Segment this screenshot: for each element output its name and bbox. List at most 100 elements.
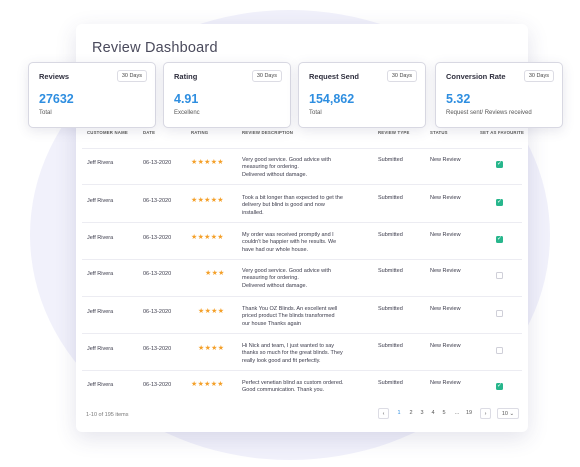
- description-line: Hi Nick and team, I just wanted to say: [242, 343, 335, 349]
- review-type: Submitted: [378, 268, 403, 274]
- description-line: have had our whole house.: [242, 246, 309, 253]
- card-value: 27632: [39, 92, 74, 106]
- row-divider: [82, 259, 522, 260]
- description-line: Very good service. Good advice with: [242, 157, 331, 163]
- favourite-checkbox[interactable]: ✓: [496, 383, 503, 390]
- card-value: 154,862: [309, 92, 355, 106]
- description-line: delivery but blind is good and now: [242, 202, 325, 209]
- page-1-button[interactable]: 1: [397, 410, 401, 416]
- favourite-checkbox[interactable]: ✓: [496, 199, 503, 206]
- rating-stars: ★★★: [205, 270, 225, 277]
- description-line: Perfect venetian blind as custom ordered…: [242, 380, 344, 386]
- period-badge[interactable]: 30 Days: [116, 70, 147, 82]
- review-status: New Review: [430, 232, 461, 238]
- review-status: New Review: [430, 195, 461, 201]
- customer-name: Jeff Rivera: [87, 309, 114, 315]
- description-line: thanks so much for the great blinds. The…: [242, 350, 343, 357]
- period-badge[interactable]: 30 Days: [523, 70, 554, 82]
- card-title: Reviews: [39, 72, 70, 81]
- period-badge[interactable]: 30 Days: [251, 70, 282, 82]
- chevron-down-icon: ⌄: [509, 411, 515, 417]
- favourite-checkbox[interactable]: [496, 310, 503, 317]
- card-title: Request Send: [309, 72, 360, 81]
- description-line: installed.: [242, 209, 264, 216]
- review-status: New Review: [430, 157, 461, 163]
- stat-card-reviews: Reviews 30 Days 27632 Total: [28, 62, 156, 128]
- period-badge[interactable]: 30 Days: [386, 70, 417, 82]
- rating-stars: ★★★★★: [191, 159, 224, 166]
- favourite-checkbox[interactable]: ✓: [496, 161, 503, 168]
- card-title: Rating: [174, 72, 198, 81]
- page-2-button[interactable]: 2: [409, 410, 413, 416]
- column-header-customer-name[interactable]: CUSTOMER NAME: [87, 130, 128, 135]
- description-line: really look good and fit perfectly.: [242, 357, 321, 364]
- prev-page-button[interactable]: ‹: [378, 408, 389, 419]
- review-description: Hi Nick and team, I just wanted to say t…: [242, 343, 343, 365]
- column-header-review-description[interactable]: REVIEW DESCRIPTION: [242, 130, 294, 135]
- page-5-button[interactable]: 5: [442, 410, 446, 416]
- page-19-button[interactable]: 19: [465, 410, 473, 416]
- review-type: Submitted: [378, 232, 403, 238]
- description-line: Very good service. Good advice with: [242, 268, 331, 274]
- review-date: 06-13-2020: [143, 235, 172, 241]
- rating-stars: ★★★★★: [191, 197, 224, 204]
- stat-card-request-send: Request Send 30 Days 154,862 Total: [298, 62, 426, 128]
- favourite-checkbox[interactable]: [496, 272, 503, 279]
- review-status: New Review: [430, 380, 461, 386]
- review-type: Submitted: [378, 157, 403, 163]
- page-3-button[interactable]: 3: [420, 410, 424, 416]
- card-value: 4.91: [174, 92, 199, 106]
- review-type: Submitted: [378, 195, 403, 201]
- review-date: 06-13-2020: [143, 160, 172, 166]
- review-date: 06-13-2020: [143, 346, 172, 352]
- row-divider: [82, 296, 522, 297]
- column-header-date[interactable]: DATE: [143, 130, 156, 135]
- description-line: My order was received promptly and I: [242, 232, 334, 238]
- customer-name: Jeff Rivera: [87, 198, 114, 204]
- description-line: couldn't be happier with he results. We: [242, 239, 337, 246]
- rating-stars: ★★★★★: [191, 234, 224, 241]
- per-page-value: 10: [501, 411, 508, 417]
- card-title: Conversion Rate: [446, 72, 506, 81]
- row-divider: [82, 148, 522, 149]
- row-divider: [82, 370, 522, 371]
- card-subtitle: Total: [39, 110, 52, 116]
- card-value: 5.32: [446, 92, 471, 106]
- review-description: Perfect venetian blind as custom ordered…: [242, 380, 344, 395]
- description-line: Delivered without damage.: [242, 171, 308, 178]
- review-status: New Review: [430, 343, 461, 349]
- column-header-rating[interactable]: RATING: [191, 130, 209, 135]
- pagination-range: 1-10 of 195 items: [86, 412, 129, 418]
- customer-name: Jeff Rivera: [87, 271, 114, 277]
- column-header-review-type[interactable]: REVIEW TYPE: [378, 130, 410, 135]
- review-status: New Review: [430, 306, 461, 312]
- row-divider: [82, 222, 522, 223]
- review-description: Very good service. Good advice with meas…: [242, 157, 331, 179]
- review-description: Took a bit longer than expected to get t…: [242, 195, 343, 217]
- review-description: Thank You OZ Blinds. An excellent well p…: [242, 306, 337, 328]
- description-line: measuring for ordering.: [242, 164, 299, 171]
- next-page-button[interactable]: ›: [480, 408, 491, 419]
- favourite-checkbox[interactable]: [496, 347, 503, 354]
- review-description: My order was received promptly and I cou…: [242, 232, 336, 254]
- favourite-checkbox[interactable]: ✓: [496, 236, 503, 243]
- page-4-button[interactable]: 4: [431, 410, 435, 416]
- review-status: New Review: [430, 268, 461, 274]
- card-subtitle: Request sent/ Reviews received: [446, 110, 532, 116]
- review-date: 06-13-2020: [143, 309, 172, 315]
- column-header-status[interactable]: STATUS: [430, 130, 448, 135]
- per-page-select[interactable]: 10 ⌄: [497, 408, 519, 419]
- description-line: priced product The blinds transformed: [242, 313, 335, 320]
- customer-name: Jeff Rivera: [87, 235, 114, 241]
- card-subtitle: Excellenc: [174, 110, 200, 116]
- stat-card-conversion-rate: Conversion Rate 30 Days 5.32 Request sen…: [435, 62, 563, 128]
- review-type: Submitted: [378, 343, 403, 349]
- description-line: measuring for ordering.: [242, 275, 299, 282]
- rating-stars: ★★★★: [198, 308, 225, 315]
- review-date: 06-13-2020: [143, 198, 172, 204]
- description-line: Thank You OZ Blinds. An excellent well: [242, 306, 338, 312]
- column-header-set-as-favourite[interactable]: SET AS FAVOURITE: [480, 130, 525, 135]
- review-date: 06-13-2020: [143, 382, 172, 388]
- row-divider: [82, 333, 522, 334]
- rating-stars: ★★★★: [198, 345, 225, 352]
